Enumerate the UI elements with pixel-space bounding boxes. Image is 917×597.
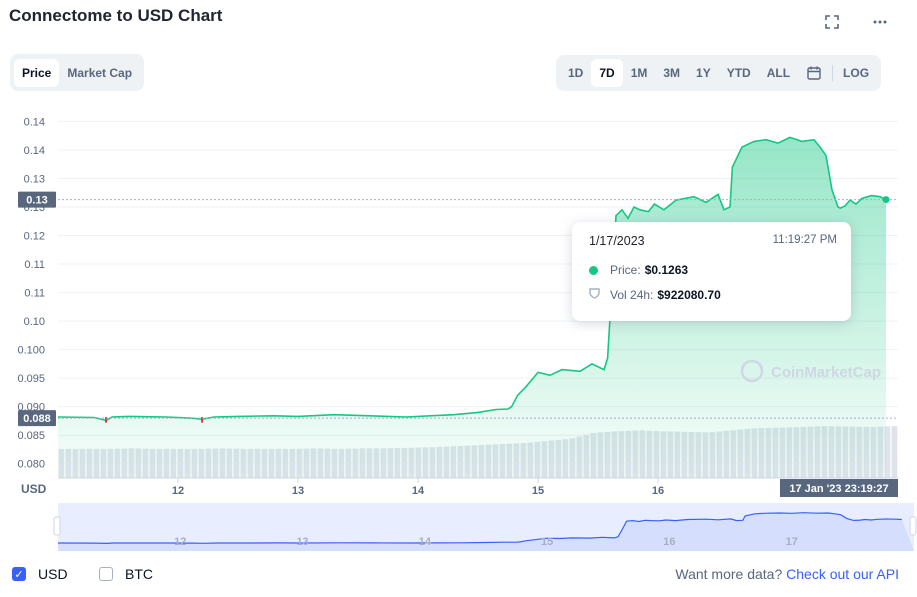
navigator-tick-label: 16 <box>663 536 675 548</box>
range-1m[interactable]: 1M <box>630 66 648 80</box>
y-tick-label: 0.14 <box>24 145 45 157</box>
crosshair-date-tag <box>780 479 898 497</box>
range-7d[interactable]: 7D <box>591 59 623 87</box>
y-tick-label: 0.11 <box>24 259 45 271</box>
y-tick-label: 0.10 <box>24 316 45 328</box>
navigator-tick-label: 13 <box>296 536 308 548</box>
navigator-handle-left <box>53 516 61 536</box>
tooltip-price-label: Price: <box>610 263 641 277</box>
price-reference-label: 0.13 <box>26 195 47 207</box>
range-tabs: 1D 7D 1M 3M 1Y YTD ALL LOG <box>556 55 882 91</box>
calendar-icon[interactable] <box>798 59 830 87</box>
watermark-text: CoinMarketCap <box>771 364 881 381</box>
tooltip-volume-value: $922080.70 <box>657 288 721 302</box>
navigator-tick-label: 12 <box>174 536 186 548</box>
current-price-dot <box>882 196 890 204</box>
calendar-icon-glyph <box>807 66 821 80</box>
range-1y[interactable]: 1Y <box>696 66 711 80</box>
tooltip-date: 1/17/2023 <box>589 234 645 248</box>
tooltip-price-value: $0.1263 <box>644 263 689 277</box>
x-tick-label: 15 <box>532 485 544 497</box>
volume-bar <box>891 426 898 478</box>
range-ytd[interactable]: YTD <box>726 66 751 80</box>
btc-checkbox[interactable] <box>99 567 113 581</box>
btc-label: BTC <box>125 566 153 582</box>
tooltip-price-row: Price: $0.1263 <box>589 263 688 277</box>
price-reference-label: 0.088 <box>23 413 51 425</box>
x-axis: 12 13 14 15 16 17 Jan '23 23:19:27 <box>58 477 898 497</box>
log-toggle[interactable]: LOG <box>843 66 870 80</box>
y-tick-label: 0.14 <box>24 116 45 128</box>
coinmarketcap-logo-icon <box>740 359 764 383</box>
tooltip-volume-row: Vol 24h: $922080.70 <box>589 288 721 302</box>
y-tick-label: 0.085 <box>17 430 45 442</box>
range-navigator[interactable]: 12 13 14 15 16 17 <box>53 503 917 551</box>
navigator-tick-label: 14 <box>419 536 432 548</box>
crosshair-date-label: 17 Jan '23 23:19:27 <box>789 483 888 495</box>
navigator-area <box>58 512 914 551</box>
price-chart[interactable]: 0.0800.0850.0900.0950.1000.100.110.110.1… <box>0 100 917 560</box>
more-data-text: Want more data? Check out our API <box>675 566 899 582</box>
usd-label: USD <box>38 566 68 582</box>
price-reference-tag <box>18 191 56 208</box>
range-1d[interactable]: 1D <box>568 66 584 80</box>
price-tooltip: 1/17/2023 11:19:27 PM Price: $0.1263 Vol… <box>572 222 851 321</box>
tab-price[interactable]: Price <box>14 58 60 87</box>
y-tick-label: 0.100 <box>17 345 45 357</box>
y-tick-label: 0.095 <box>17 373 45 385</box>
tooltip-volume-label: Vol 24h: <box>610 288 654 302</box>
mode-tabs: Price Market Cap <box>10 54 145 91</box>
currency-label: USD <box>21 482 47 496</box>
more-icon-glyph <box>873 20 887 24</box>
y-tick-label: 0.080 <box>17 459 45 471</box>
x-tick-label: 16 <box>652 485 664 497</box>
price-line <box>57 136 887 422</box>
navigator-tick-label: 17 <box>786 536 798 548</box>
range-all[interactable]: ALL <box>766 66 791 80</box>
fullscreen-icon[interactable] <box>822 12 842 32</box>
tooltip-time: 11:19:27 PM <box>772 234 837 246</box>
watermark: CoinMarketCap <box>740 359 881 383</box>
usd-checkbox[interactable]: ✓ <box>12 567 26 581</box>
page-title: Connectome to USD Chart <box>9 6 223 25</box>
currency-toggle-usd[interactable]: ✓ USD <box>12 566 68 582</box>
y-tick-label: 0.12 <box>24 231 45 243</box>
x-tick-label: 12 <box>172 485 184 497</box>
more-data-label: Want more data? <box>675 566 783 582</box>
navigator-line <box>57 512 902 545</box>
fullscreen-icon-glyph <box>825 15 839 29</box>
price-dot-icon <box>589 265 598 275</box>
volume-bar <box>884 426 891 478</box>
tab-market-cap[interactable]: Market Cap <box>67 65 133 80</box>
y-tick-label: 0.13 <box>24 173 45 185</box>
range-3m[interactable]: 3M <box>663 66 681 80</box>
volume-icon <box>589 288 600 302</box>
x-tick-label: 13 <box>292 485 304 497</box>
navigator-tick-label: 15 <box>541 536 553 548</box>
price-reference-tag <box>18 410 56 427</box>
x-tick-label: 14 <box>412 485 425 497</box>
navigator-handle-right <box>909 516 917 536</box>
api-link[interactable]: Check out our API <box>786 566 899 582</box>
y-tick-label: 0.11 <box>24 288 45 300</box>
price-markers: 0.088 0.13 <box>18 191 898 427</box>
currency-toggle-btc[interactable]: BTC <box>99 566 153 582</box>
divider <box>832 65 834 81</box>
more-icon[interactable] <box>870 12 890 32</box>
